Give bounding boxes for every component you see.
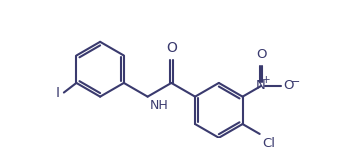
Text: NH: NH [150,99,168,112]
Text: N: N [256,79,266,92]
Text: I: I [56,85,60,100]
Text: −: − [291,77,300,87]
Text: O: O [256,48,266,61]
Text: Cl: Cl [262,137,275,150]
Text: +: + [262,75,271,85]
Text: O: O [166,41,177,55]
Text: O: O [283,79,294,92]
